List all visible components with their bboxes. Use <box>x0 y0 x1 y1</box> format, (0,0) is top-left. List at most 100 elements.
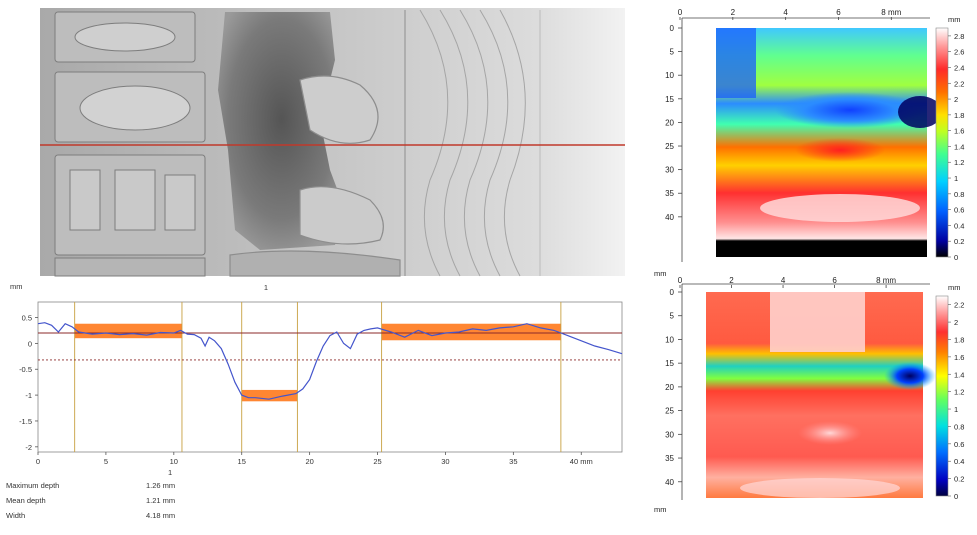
depth-map-2: mm mm 0 2 4 6 8 mm 0 5 10 15 20 25 30 35 40 mm 0 0.2 0.4 0.6… <box>640 269 977 530</box>
colorbar-tick-label: 1.4 <box>954 370 964 379</box>
chart-marker-label: 1 <box>264 283 268 292</box>
colorbar-tick-label: 2.2 <box>954 79 964 88</box>
depth-map-2-svg: mm mm 0 2 4 6 8 mm 0 5 10 15 20 25 30 35 40 mm 0 0.2 0.4 0.6… <box>654 269 964 514</box>
colorbar-tick-label: 0.8 <box>954 422 964 431</box>
y-axis-unit-label: mm <box>654 505 667 514</box>
y-tick-label: 35 <box>665 454 674 463</box>
stats-label: Mean depth <box>6 496 46 505</box>
stats-column-header: 1 <box>168 468 173 477</box>
colorbar-tick-label: 2.8 <box>954 32 964 41</box>
middle-carvings <box>229 10 406 277</box>
x-tick-label: 8 mm <box>876 276 896 285</box>
y-tick-label: 30 <box>665 166 674 175</box>
x-tick-label: 0 <box>678 276 683 285</box>
heatmap-2-pink-patch <box>798 421 862 445</box>
x-tick-label: 0 <box>678 8 683 17</box>
x-tick-label: 4 <box>783 8 788 17</box>
x-tick-label: 8 mm <box>881 8 901 17</box>
x-tick-label: 25 <box>373 457 381 466</box>
colorbar-tick-label: 0.6 <box>954 206 964 215</box>
colorbar <box>935 295 949 497</box>
depth-statistics: 1 Maximum depth 1.26 mm Mean depth 1.21 … <box>6 468 226 526</box>
y-tick-label: 40 <box>665 213 674 222</box>
stats-label: Maximum depth <box>6 481 60 490</box>
x-tick-label: 5 <box>104 457 108 466</box>
y-axis-unit-label: mm <box>654 270 667 278</box>
heatmap-1-pink-patch <box>760 194 920 222</box>
depth-profile-chart: mm 1 0.5 0 -0.5 -1 -1.5 -2 0 5 10 15 20 25 30 35 40 mm <box>0 280 640 530</box>
heatmap-2-bottom-patch <box>740 478 900 498</box>
colorbar-tick-label: 0 <box>954 492 958 501</box>
heatmap-1-dark-spot <box>898 96 942 128</box>
y-tick-label: 15 <box>665 359 674 368</box>
x-tick-label: 2 <box>729 276 734 285</box>
colorbar-tick-label: 1.2 <box>954 158 964 167</box>
x-tick-label: 6 <box>836 8 841 17</box>
y-tick-label: 20 <box>665 118 674 127</box>
x-tick-label: 6 <box>832 276 837 285</box>
colorbar-unit-label: mm <box>948 283 961 292</box>
y-tick-label: 15 <box>665 95 674 104</box>
y-tick-label: -1 <box>25 391 32 400</box>
y-tick-label: 30 <box>665 430 674 439</box>
heatmap-1-red-patch <box>795 138 885 162</box>
stats-label: Width <box>6 511 26 520</box>
y-tick-label: 0.5 <box>22 314 32 323</box>
colorbar-tick-label: 1.6 <box>954 353 964 362</box>
y-tick-label: -1.5 <box>19 417 32 426</box>
depth-map-1: 0 2 4 6 8 mm 0 5 10 15 20 25 30 35 40 mm 0 0.2 0.4 0.6 0.8 1… <box>640 0 977 270</box>
y-tick-label: -0.5 <box>19 365 32 374</box>
colorbar-tick-label: 1.8 <box>954 335 964 344</box>
colorbar-tick-label: 0.4 <box>954 457 964 466</box>
y-tick-label: 0 <box>670 24 675 33</box>
hieroglyph-carvings <box>54 11 206 277</box>
colorbar-tick-label: 2.6 <box>954 48 964 57</box>
stats-value: 1.26 mm <box>146 481 176 490</box>
colorbar-tick-label: 1.8 <box>954 111 964 120</box>
stats-value: 1.21 mm <box>146 496 176 505</box>
y-tick-label: 40 <box>665 478 674 487</box>
colorbar-tick-label: 0.4 <box>954 221 964 230</box>
stats-value: 4.18 mm <box>146 511 176 520</box>
colorbar-tick-label: 0.8 <box>954 190 964 199</box>
x-tick-label: 20 <box>305 457 313 466</box>
colorbar-tick-label: 2.2 <box>954 301 964 310</box>
colorbar-tick-label: 1.2 <box>954 388 964 397</box>
y-axis-unit-label: mm <box>10 282 23 291</box>
right-striations <box>419 9 541 277</box>
heatmap-2-dark-spot <box>884 362 936 390</box>
y-tick-label: 25 <box>665 407 674 416</box>
x-tick-label: 4 <box>781 276 786 285</box>
colorbar-tick-label: 1 <box>954 405 958 414</box>
y-tick-label: -2 <box>25 443 32 452</box>
x-tick-label: 15 <box>238 457 246 466</box>
profile-series-line <box>37 322 623 400</box>
depth-profile-svg: mm 1 0.5 0 -0.5 -1 -1.5 -2 0 5 10 15 20 25 30 35 40 mm <box>10 282 623 466</box>
y-tick-label: 0 <box>670 288 675 297</box>
x-tick-label: 40 mm <box>570 457 593 466</box>
colorbar-tick-label: 0 <box>954 253 958 262</box>
depth-band <box>381 323 561 341</box>
heatmap-2-top-pink <box>770 292 865 352</box>
x-tick-label: 30 <box>441 457 449 466</box>
stats-row-mean-depth: Mean depth 1.21 mm <box>6 496 226 511</box>
relief-photo-panel: 1 <box>0 0 640 294</box>
colorbar-tick-label: 0.2 <box>954 237 964 246</box>
depth-map-1-svg: 0 2 4 6 8 mm 0 5 10 15 20 25 30 35 40 mm 0 0.2 0.4 0.6 0.8 1… <box>665 8 964 262</box>
y-tick-label: 0 <box>28 339 32 348</box>
relief-photo: 1 <box>40 8 625 294</box>
y-tick-label: 20 <box>665 383 674 392</box>
heatmap-1-blue-corner <box>716 28 756 98</box>
x-tick-label: 2 <box>731 8 736 17</box>
x-tick-label: 0 <box>36 457 40 466</box>
x-tick-label: 10 <box>170 457 178 466</box>
colorbar-tick-label: 1.6 <box>954 127 964 136</box>
colorbar-unit-label: mm <box>948 15 961 24</box>
depth-band <box>241 389 298 402</box>
colorbar-tick-label: 0.2 <box>954 475 964 484</box>
colorbar-tick-label: 2 <box>954 318 958 327</box>
heatmap-1-blue-band <box>775 92 925 128</box>
stats-row-width: Width 4.18 mm <box>6 511 226 526</box>
stats-row-max-depth: Maximum depth 1.26 mm <box>6 481 226 496</box>
y-tick-label: 5 <box>670 312 675 321</box>
